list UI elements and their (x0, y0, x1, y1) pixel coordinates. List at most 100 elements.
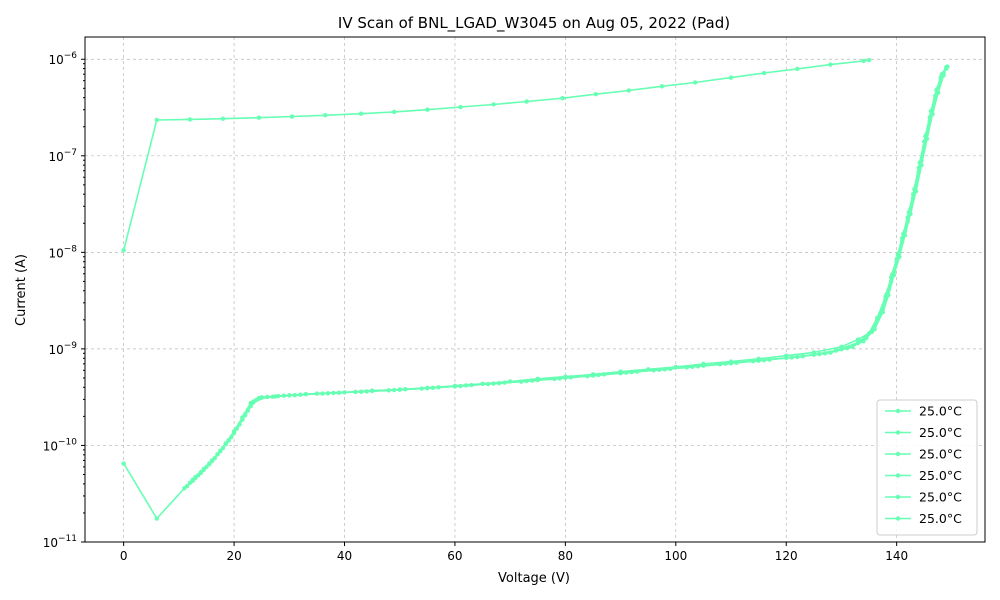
y-tick-label: 10−9 (48, 341, 77, 357)
series-line (189, 68, 948, 484)
series-line (186, 75, 945, 487)
data-point (884, 291, 889, 297)
legend-entry-label: 25.0°C (919, 490, 962, 505)
data-point (320, 391, 325, 396)
data-point (190, 477, 195, 483)
data-point (242, 413, 248, 418)
series-group (187, 66, 949, 486)
data-point (353, 389, 358, 395)
x-axis-label: Voltage (V) (498, 571, 570, 586)
data-point (209, 458, 215, 463)
axis-ticks: 0 20 40 60 80 100 120 14010−1110−1010−910−810−7… (43, 51, 908, 563)
data-point (626, 88, 632, 93)
data-point (458, 104, 463, 110)
legend-marker (895, 451, 901, 457)
data-point (659, 84, 665, 89)
legend-entry-label: 25.0°C (919, 404, 962, 419)
data-point (560, 95, 565, 101)
data-point (861, 58, 866, 64)
data-point (939, 72, 945, 77)
data-point (877, 311, 883, 317)
series-line (122, 59, 870, 251)
legend-entry-label: 25.0°C (919, 511, 962, 526)
data-point (795, 66, 800, 72)
x-tick-label: 60 (447, 549, 462, 563)
data-point (728, 75, 734, 80)
data-point (811, 352, 817, 357)
legend-entry-label: 25.0°C (919, 425, 962, 440)
y-tick-label: 10−11 (43, 534, 77, 550)
data-point (386, 388, 391, 393)
data-point (552, 376, 557, 382)
data-point (869, 329, 875, 335)
data-point (201, 466, 206, 472)
legend-box (876, 399, 978, 536)
data-point (784, 355, 789, 361)
data-point (833, 348, 839, 353)
y-tick-base: 10 (48, 343, 63, 357)
y-axis-label: Current (A) (14, 254, 29, 326)
data-point (251, 400, 256, 405)
data-point (901, 231, 906, 237)
data-point (322, 113, 328, 118)
data-point (912, 187, 917, 192)
data-point (717, 362, 723, 367)
x-tick-label: 40 (337, 549, 352, 563)
data-point (928, 108, 934, 114)
legend-marker (895, 494, 901, 500)
data-point (193, 474, 198, 480)
x-tick-label: 0 (120, 549, 128, 563)
data-point (651, 368, 656, 373)
y-tick-exponent: −10 (58, 437, 77, 447)
data-point (491, 102, 496, 107)
y-tick-exponent: −8 (64, 244, 78, 254)
y-tick-exponent: −9 (64, 341, 78, 351)
data-point (220, 116, 226, 121)
data-point (226, 438, 231, 443)
legend-marker (895, 408, 901, 414)
data-point (419, 386, 425, 391)
x-tick-label: 140 (885, 549, 908, 563)
data-point (750, 359, 756, 364)
y-tick-base: 10 (43, 536, 58, 550)
y-tick-label: 10−6 (48, 51, 77, 67)
data-point (895, 252, 900, 257)
y-tick-base: 10 (48, 150, 63, 164)
data-point (944, 64, 949, 70)
series-line (123, 67, 947, 520)
data-point (187, 480, 193, 486)
data-point (452, 384, 458, 389)
data-point (593, 91, 598, 97)
y-tick-base: 10 (43, 439, 58, 453)
data-point (187, 117, 193, 122)
chart-title: IV Scan of BNL_LGAD_W3045 on Aug 05, 202… (338, 14, 730, 33)
data-point (121, 248, 126, 253)
series-group (121, 65, 949, 521)
legend-marker (895, 430, 901, 435)
data-point (917, 160, 923, 165)
series-group (193, 64, 949, 480)
plot-frame (84, 36, 986, 543)
data-point (218, 448, 223, 454)
data-point (923, 133, 928, 139)
data-point (866, 57, 872, 63)
data-point (524, 99, 529, 104)
y-tick-label: 10−8 (48, 244, 77, 260)
y-tick-exponent: −6 (64, 51, 78, 61)
data-point (518, 379, 524, 384)
y-tick-label: 10−7 (48, 148, 77, 164)
data-point (256, 115, 262, 120)
data-series (121, 57, 950, 521)
legend-marker (895, 473, 901, 478)
data-point (184, 483, 190, 489)
data-point (618, 371, 623, 376)
data-point (828, 62, 833, 67)
data-point (392, 109, 397, 115)
legend-entry-label: 25.0°C (919, 447, 962, 462)
legend-entry-label: 25.0°C (919, 468, 962, 483)
series-line (194, 66, 947, 478)
y-tick-exponent: −7 (64, 148, 77, 158)
y-tick-exponent: −11 (58, 534, 77, 544)
x-tick-label: 20 (226, 549, 241, 563)
data-point (855, 340, 861, 346)
